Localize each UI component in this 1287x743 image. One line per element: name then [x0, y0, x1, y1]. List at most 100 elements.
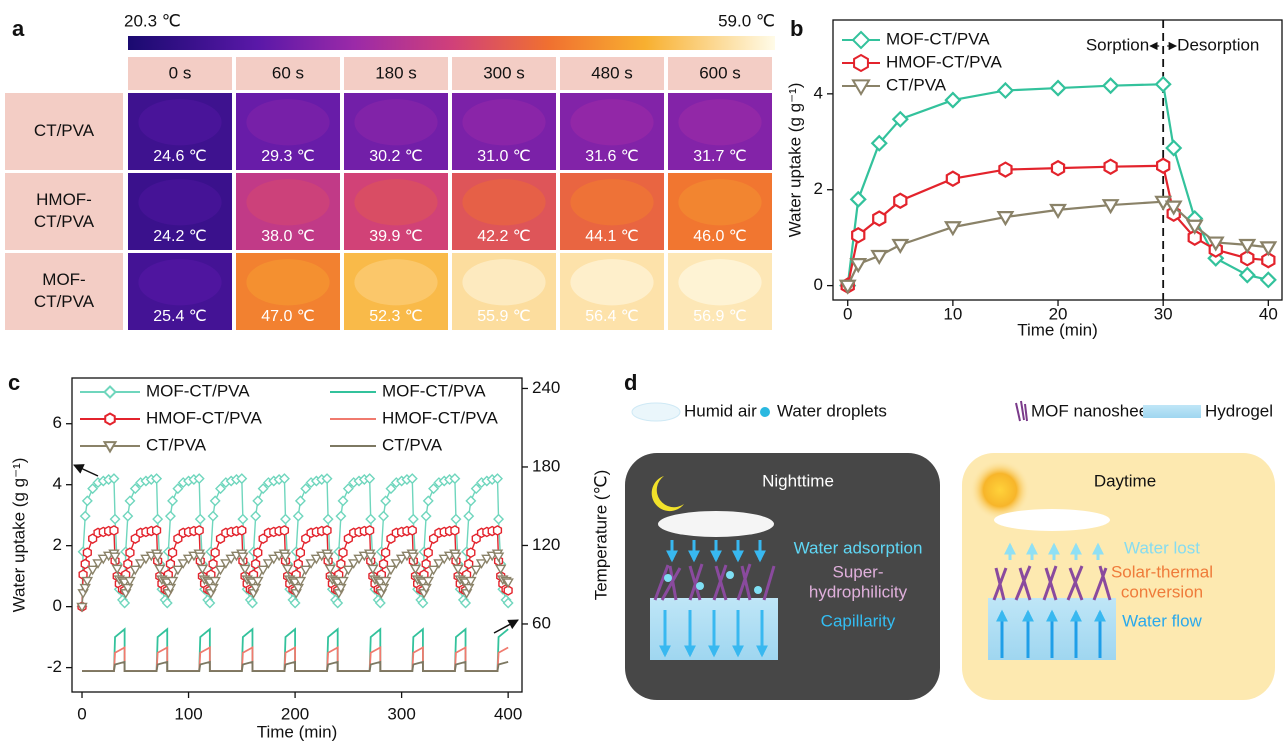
- data-point: [281, 515, 290, 524]
- thermal-hotspot: [354, 179, 437, 225]
- data-point: [999, 163, 1011, 177]
- data-point: [169, 548, 177, 557]
- data-point: [173, 566, 182, 574]
- data-point: [125, 496, 134, 505]
- data-point: [323, 526, 331, 535]
- diagram-label: hydrophilicity: [809, 582, 908, 601]
- data-point: [251, 512, 260, 521]
- data-point: [83, 496, 92, 505]
- data-point: [238, 526, 246, 535]
- temperature-label: 31.0 ℃: [477, 148, 531, 165]
- thermal-hotspot: [246, 259, 329, 305]
- temperature-label: 29.3 ℃: [261, 148, 315, 165]
- y-tick-label: 2: [53, 535, 62, 554]
- temperature-label: 52.3 ℃: [369, 308, 423, 325]
- data-point: [344, 566, 353, 574]
- temperature-label: 39.9 ℃: [369, 228, 423, 245]
- data-point: [454, 565, 463, 573]
- data-point: [409, 515, 418, 524]
- data-point: [196, 515, 205, 524]
- x-tick-label: 200: [281, 704, 309, 723]
- data-point: [466, 496, 475, 505]
- data-point: [946, 93, 960, 107]
- y2-tick-label: 180: [532, 456, 560, 475]
- data-point: [166, 512, 175, 521]
- data-point: [216, 566, 225, 574]
- data-point: [451, 526, 459, 535]
- data-point: [894, 194, 906, 208]
- thermal-hotspot: [138, 259, 221, 305]
- data-point: [195, 526, 203, 535]
- colorbar-min: 20.3 ℃: [124, 11, 181, 30]
- thermal-hotspot: [678, 99, 761, 145]
- data-point: [324, 515, 333, 524]
- hydrogel-icon: [1143, 405, 1201, 418]
- diagram-label: Water lost: [1124, 538, 1200, 557]
- data-point: [1261, 273, 1275, 287]
- temperature-label: 38.0 ℃: [261, 228, 315, 245]
- legend-text: HMOF-CT/PVA: [886, 52, 1003, 71]
- data-point: [241, 565, 250, 573]
- data-point: [110, 526, 118, 535]
- panel-label: b: [790, 16, 803, 41]
- data-point: [211, 548, 219, 557]
- data-point: [168, 496, 177, 505]
- y-axis-title: Water uptake (g g⁻¹): [9, 458, 28, 613]
- y2-axis-title: Temperature (℃): [591, 470, 610, 601]
- data-point: [83, 548, 91, 557]
- legend-text: MOF-CT/PVA: [146, 381, 250, 400]
- y-tick-label: 4: [814, 83, 823, 102]
- temperature-label: 44.1 ℃: [585, 228, 639, 245]
- data-point: [494, 515, 503, 524]
- data-point: [1156, 77, 1170, 91]
- panel-label: c: [8, 370, 20, 395]
- x-tick-label: 0: [77, 704, 86, 723]
- data-point: [947, 172, 959, 186]
- data-point: [1157, 159, 1169, 173]
- day-title: Daytime: [1094, 471, 1156, 490]
- chart-b: b010203040Time (min)024Water uptake (g g…: [785, 16, 1282, 340]
- temperature-label: 31.6 ℃: [585, 148, 639, 165]
- data-point: [153, 526, 161, 535]
- row-header: MOF-: [42, 270, 85, 289]
- row-header: CT/PVA: [34, 292, 95, 311]
- thermal-hotspot: [462, 179, 545, 225]
- legend-text: CT/PVA: [886, 75, 947, 94]
- diagram-label: conversion: [1121, 582, 1203, 601]
- thermal-hotspot: [246, 179, 329, 225]
- y-axis-title: Water uptake (g g⁻¹): [785, 83, 804, 238]
- data-point: [408, 526, 416, 535]
- data-point: [366, 526, 374, 535]
- data-point: [386, 566, 395, 574]
- data-point: [198, 565, 207, 573]
- data-point: [424, 496, 433, 505]
- annotation: Desorption: [1177, 35, 1259, 54]
- legend-marker: [853, 80, 869, 94]
- data-point: [1167, 141, 1181, 155]
- temperature-label: 55.9 ℃: [477, 308, 531, 325]
- y2-tick-label: 240: [532, 378, 560, 397]
- data-point: [467, 548, 475, 557]
- legend-marker: [105, 414, 115, 425]
- data-point: [301, 566, 310, 574]
- panel-label: a: [12, 16, 25, 41]
- data-point: [259, 566, 268, 574]
- thermal-hotspot: [462, 259, 545, 305]
- data-point: [451, 515, 460, 524]
- thermal-hotspot: [570, 259, 653, 305]
- thermal-hotspot: [570, 179, 653, 225]
- data-point: [1051, 81, 1065, 95]
- row-header: HMOF-: [36, 190, 92, 209]
- row-header: CT/PVA: [34, 212, 95, 231]
- column-header: 600 s: [699, 63, 741, 82]
- x-tick-label: 400: [494, 704, 522, 723]
- data-point: [496, 565, 505, 573]
- data-point: [494, 526, 502, 535]
- thermal-hotspot: [138, 179, 221, 225]
- data-point: [851, 259, 865, 271]
- thermal-hotspot: [354, 99, 437, 145]
- temperature-label: 42.2 ℃: [477, 228, 531, 245]
- y-tick-label: 6: [53, 413, 62, 432]
- thermal-hotspot: [570, 99, 653, 145]
- data-point: [238, 515, 247, 524]
